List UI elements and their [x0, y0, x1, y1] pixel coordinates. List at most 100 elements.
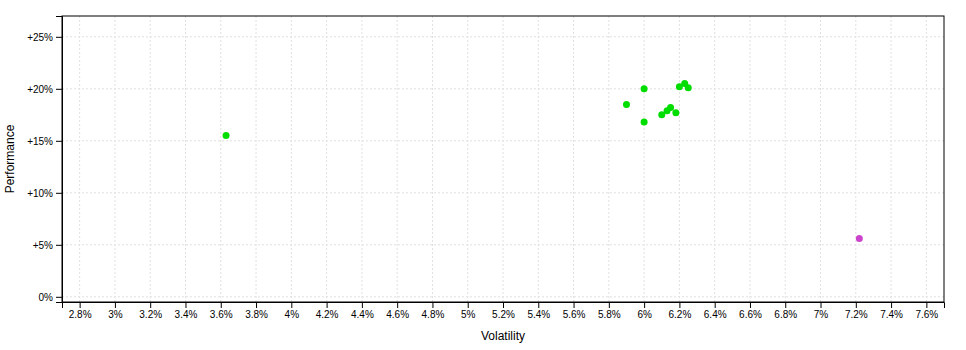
series-1: [856, 235, 863, 242]
x-tick: 5.8%: [598, 302, 621, 320]
x-tick-label: 5.4%: [527, 309, 550, 320]
x-tick-mark: [397, 302, 398, 308]
y-tick-label: +15%: [27, 136, 53, 147]
y-axis-line: [56, 17, 63, 303]
point: [623, 101, 630, 108]
x-tick-mark: [256, 302, 257, 308]
y-axis-title: Performance: [3, 124, 17, 193]
plot-frame: [62, 16, 944, 302]
point: [641, 85, 648, 92]
x-tick: 4.4%: [351, 302, 374, 320]
point: [672, 109, 679, 116]
y-tick: 0%: [39, 292, 62, 303]
grid-line-x: [79, 16, 80, 302]
x-tick: 2.8%: [69, 302, 92, 320]
x-tick-mark: [150, 302, 151, 308]
y-tick-label: +5%: [33, 240, 53, 251]
grid-line-x: [467, 16, 468, 302]
x-tick: 4%: [285, 302, 300, 320]
grid-line-y: [62, 192, 944, 193]
points: [223, 80, 863, 242]
x-tick-label: 7%: [814, 309, 829, 320]
y-tick-mark: [56, 89, 62, 90]
x-tick-mark: [821, 302, 822, 308]
x-tick-mark: [644, 302, 645, 308]
x-tick-label: 3.6%: [210, 309, 233, 320]
x-tick-mark: [362, 302, 363, 308]
grid-line-x: [608, 16, 609, 302]
x-tick: 7.4%: [880, 302, 903, 320]
x-tick-label: 7.2%: [845, 309, 868, 320]
x-tick-label: 5.8%: [598, 309, 621, 320]
x-tick-label: 6.2%: [669, 309, 692, 320]
y-tick-label: +25%: [27, 32, 53, 43]
grid-line-y: [62, 88, 944, 89]
y-tick-mark: [56, 297, 62, 298]
grid-line-x: [891, 16, 892, 302]
grid-line-x: [326, 16, 327, 302]
grid: [62, 16, 944, 302]
x-tick-mark: [503, 302, 504, 308]
x-tick-mark: [432, 302, 433, 308]
x-tick: 6%: [637, 302, 652, 320]
grid-line-x: [397, 16, 398, 302]
x-tick-mark: [574, 302, 575, 308]
x-tick: 3%: [108, 302, 123, 320]
x-tick: 6.8%: [774, 302, 797, 320]
x-tick-mark: [291, 302, 292, 308]
grid-line-x: [256, 16, 257, 302]
y-tick: +5%: [33, 240, 62, 251]
x-tick-label: 4.6%: [386, 309, 409, 320]
x-tick: 5.6%: [563, 302, 586, 320]
x-tick-mark: [327, 302, 328, 308]
y-tick: +20%: [27, 84, 62, 95]
x-tick-label: 6%: [637, 309, 652, 320]
grid-line-x: [220, 16, 221, 302]
y-tick-mark: [56, 193, 62, 194]
x-axis-title: Volatility: [481, 329, 525, 343]
x-tick: 6.4%: [704, 302, 727, 320]
grid-line-x: [361, 16, 362, 302]
grid-line-y: [62, 244, 944, 245]
grid-line-x: [679, 16, 680, 302]
x-tick-mark: [679, 302, 680, 308]
x-tick: 6.6%: [739, 302, 762, 320]
grid-line-x: [432, 16, 433, 302]
x-tick: 4.2%: [316, 302, 339, 320]
x-tick: 6.2%: [669, 302, 692, 320]
grid-line-x: [185, 16, 186, 302]
x-tick: 4.6%: [386, 302, 409, 320]
x-tick: 7.6%: [915, 302, 938, 320]
x-axis-line: [63, 303, 945, 309]
y-axis: 0% +5% +10% +15% +20% +25%: [27, 17, 62, 303]
grid-line-x: [714, 16, 715, 302]
x-tick-label: 7.6%: [915, 309, 938, 320]
chart: 2.8%3%3.2%3.4%3.6%3.8%4%4.2%4.4%4.6%4.8%…: [0, 0, 966, 350]
x-tick-label: 4.2%: [316, 309, 339, 320]
x-tick-mark: [891, 302, 892, 308]
point: [685, 84, 692, 91]
grid-line-x: [644, 16, 645, 302]
grid-line-x: [114, 16, 115, 302]
x-tick-mark: [468, 302, 469, 308]
y-tick-label: +20%: [27, 84, 53, 95]
x-tick: 7%: [814, 302, 829, 320]
x-tick-label: 6.4%: [704, 309, 727, 320]
grid-line-x: [926, 16, 927, 302]
x-tick-label: 4.8%: [422, 309, 445, 320]
x-axis: 2.8%3%3.2%3.4%3.6%3.8%4%4.2%4.4%4.6%4.8%…: [63, 302, 945, 320]
x-tick: 5.4%: [527, 302, 550, 320]
grid-line-x: [785, 16, 786, 302]
grid-line-x: [573, 16, 574, 302]
grid-line-x: [503, 16, 504, 302]
x-tick-mark: [750, 302, 751, 308]
x-tick-mark: [185, 302, 186, 308]
x-tick-label: 3.2%: [139, 309, 162, 320]
grid-line-x: [820, 16, 821, 302]
x-tick: 5.2%: [492, 302, 515, 320]
y-tick: +10%: [27, 188, 62, 199]
x-tick-label: 5.2%: [492, 309, 515, 320]
x-tick: 7.2%: [845, 302, 868, 320]
x-tick-mark: [80, 302, 81, 308]
x-tick-label: 3%: [108, 309, 123, 320]
